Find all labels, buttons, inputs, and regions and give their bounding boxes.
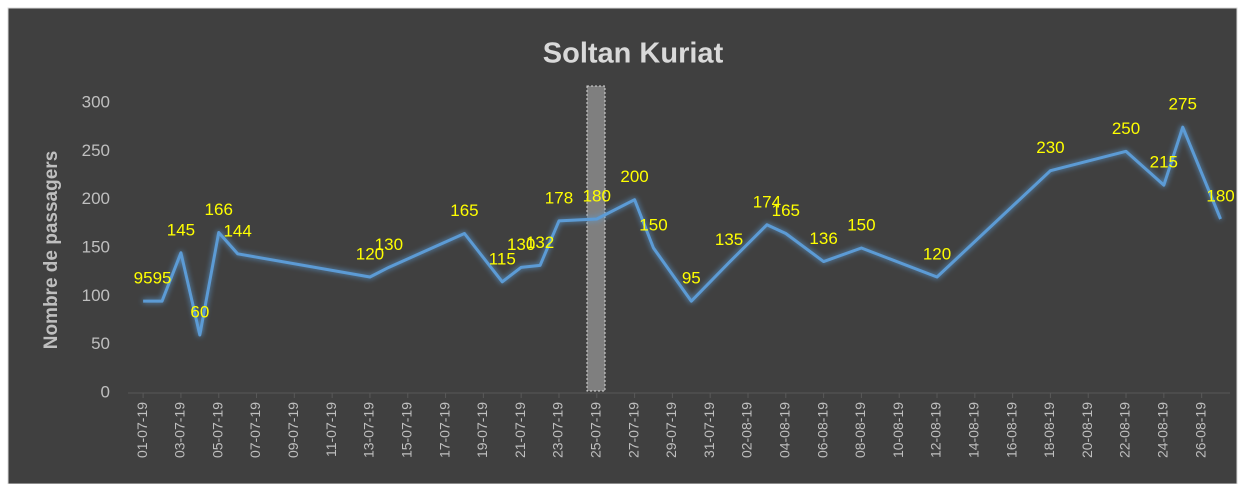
x-tick-label: 14-08-19 bbox=[966, 402, 982, 458]
x-tick-label: 20-08-19 bbox=[1079, 402, 1095, 458]
data-line bbox=[143, 125, 1222, 337]
x-tick-label: 21-07-19 bbox=[512, 402, 528, 458]
data-label: 95 bbox=[153, 269, 172, 288]
x-tick-label: 04-08-19 bbox=[777, 402, 793, 458]
x-tick-label: 03-07-19 bbox=[172, 402, 188, 458]
x-tick-label: 06-08-19 bbox=[814, 402, 830, 458]
data-label: 136 bbox=[809, 229, 837, 248]
data-label: 165 bbox=[450, 201, 478, 220]
data-label: 130 bbox=[375, 235, 403, 254]
x-tick-label: 22-08-19 bbox=[1117, 402, 1133, 458]
data-label: 174 bbox=[753, 192, 781, 211]
data-label: 180 bbox=[1206, 186, 1234, 205]
x-tick-label: 16-08-19 bbox=[1003, 402, 1019, 458]
data-label: 115 bbox=[489, 249, 516, 268]
data-label: 95 bbox=[134, 269, 153, 288]
data-label: 166 bbox=[205, 200, 233, 219]
data-label: 145 bbox=[167, 220, 195, 239]
data-label: 130 bbox=[507, 235, 535, 254]
x-tick-label: 19-07-19 bbox=[474, 402, 490, 458]
x-tick-label: 02-08-19 bbox=[739, 402, 755, 458]
y-tick-label: 250 bbox=[82, 141, 110, 160]
chart-background bbox=[7, 7, 1238, 484]
y-tick-label: 300 bbox=[82, 92, 110, 111]
x-tick-label: 31-07-19 bbox=[701, 402, 717, 458]
x-tick-label: 15-07-19 bbox=[398, 402, 414, 458]
x-tick-label: 01-07-19 bbox=[134, 402, 150, 458]
data-label: 275 bbox=[1169, 95, 1197, 114]
x-tick-label: 26-08-19 bbox=[1192, 402, 1208, 458]
x-tick-label: 11-07-19 bbox=[323, 402, 339, 457]
data-label: 144 bbox=[223, 221, 251, 240]
y-tick-label: 150 bbox=[82, 237, 110, 256]
data-label: 60 bbox=[190, 302, 209, 321]
selection-highlight bbox=[586, 85, 606, 392]
x-tick-label: 25-07-19 bbox=[587, 402, 603, 458]
data-label: 165 bbox=[772, 201, 800, 220]
data-label: 250 bbox=[1112, 119, 1140, 138]
x-tick-label: 10-08-19 bbox=[890, 402, 906, 458]
data-label: 150 bbox=[639, 215, 667, 234]
x-tick-label: 13-07-19 bbox=[361, 402, 377, 458]
data-label: 120 bbox=[356, 244, 384, 263]
chart-title: Soltan Kuriat bbox=[543, 38, 724, 70]
x-tick-label: 27-07-19 bbox=[625, 402, 641, 458]
x-tick-label: 05-07-19 bbox=[209, 402, 225, 458]
data-label: 180 bbox=[583, 186, 611, 205]
data-label: 95 bbox=[682, 269, 701, 288]
x-tick-label: 23-07-19 bbox=[550, 402, 566, 458]
y-tick-label: 200 bbox=[82, 189, 110, 208]
x-tick-label: 18-08-19 bbox=[1041, 402, 1057, 458]
y-tick-label: 50 bbox=[91, 334, 110, 353]
y-tick-label: 100 bbox=[82, 286, 110, 305]
y-tick-label: 0 bbox=[101, 382, 110, 401]
y-axis-label: Nombre de passagers bbox=[41, 151, 62, 350]
x-tick-label: 07-07-19 bbox=[247, 402, 263, 458]
x-tick-label: 09-07-19 bbox=[285, 402, 301, 458]
data-label: 230 bbox=[1036, 138, 1064, 157]
data-label: 150 bbox=[847, 215, 875, 234]
data-label: 132 bbox=[526, 233, 554, 252]
x-tick-label: 29-07-19 bbox=[663, 402, 679, 458]
x-tick-label: 12-08-19 bbox=[928, 402, 944, 458]
x-tick-label: 08-08-19 bbox=[852, 402, 868, 458]
x-tick-label: 24-08-19 bbox=[1155, 402, 1171, 458]
data-label: 135 bbox=[715, 230, 743, 249]
data-label: 178 bbox=[545, 188, 573, 207]
data-label: 200 bbox=[620, 167, 648, 186]
data-label: 120 bbox=[923, 244, 951, 263]
data-label: 215 bbox=[1150, 153, 1178, 172]
x-tick-label: 17-07-19 bbox=[436, 402, 452, 458]
